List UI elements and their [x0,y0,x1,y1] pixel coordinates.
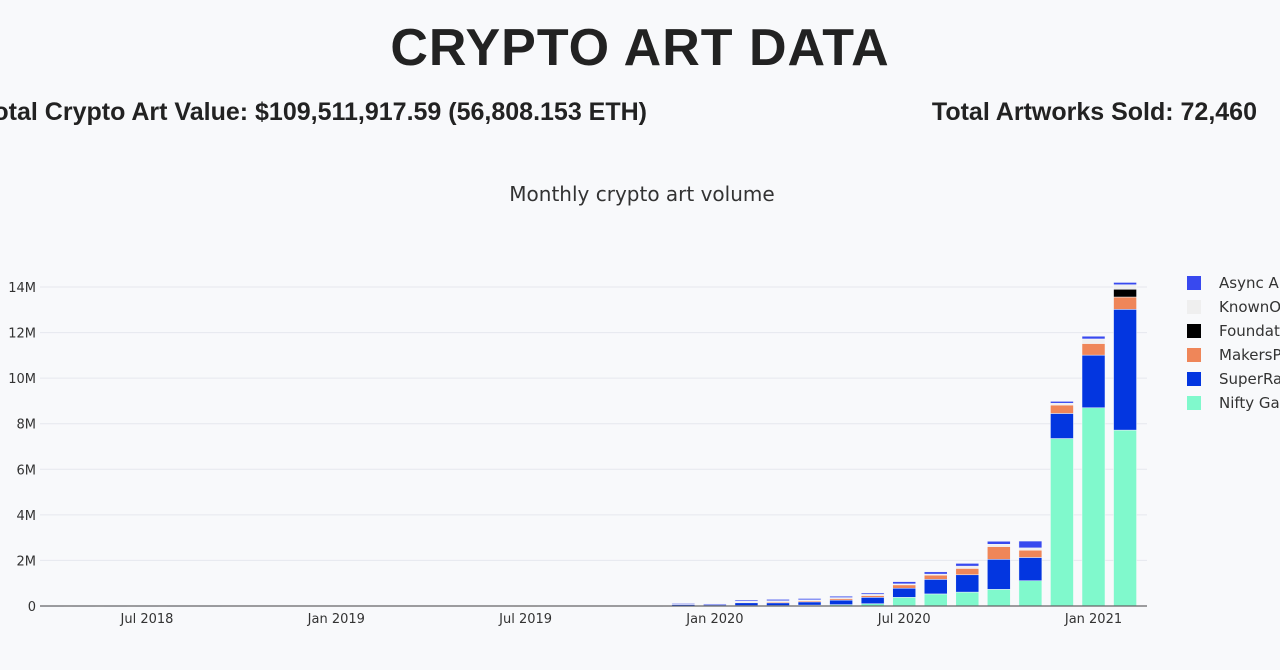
bar-segment [829,599,853,605]
bar-segment [1018,580,1043,607]
legend-swatch [1187,276,1201,290]
bar-segment [1113,284,1137,290]
bar-segment [924,574,948,580]
bar-segment [1113,429,1137,607]
legend-swatch [1187,324,1201,338]
bar-segment [924,571,948,575]
bar-segment [892,597,916,607]
x-tick-label: Jan 2021 [1064,612,1122,627]
bar-segment [734,602,759,606]
bar-segment [892,587,916,598]
bar-segment [1081,338,1106,344]
bar-segment [797,601,822,606]
bar-segment [987,541,1011,545]
bar-segment [671,603,696,605]
bar-segment [892,581,916,585]
bar-segment [1081,407,1106,607]
chart-title: Monthly crypto art volume [509,182,774,206]
y-tick-label: 6M [17,463,37,478]
legend-swatch [1187,300,1201,314]
bar-segment [892,584,916,589]
bar-segment [703,603,727,605]
y-tick-label: 14M [8,281,36,296]
bar-segment [955,563,980,567]
total-sold-stat: Total Artworks Sold: 72,460 [931,98,1257,126]
y-tick-label: 2M [17,554,37,569]
bar-segment [1081,343,1106,356]
bar-segment [797,598,822,601]
bar-segment [860,595,885,598]
bar-segment [860,592,885,595]
y-tick-label: 8M [17,418,37,433]
legend-label[interactable]: Async Art [1219,274,1280,292]
bar-segment [924,579,948,595]
bar-segment [1018,547,1043,551]
bar-segment [1113,309,1137,431]
legend-swatch [1187,372,1201,386]
bar-segment [987,589,1011,607]
bar-segment [1050,413,1074,439]
y-tick-label: 0 [28,600,36,615]
total-value-stat: Total Crypto Art Value: $109,511,917.59 … [0,98,647,126]
y-tick-label: 10M [8,372,36,387]
bar-segment [1018,557,1043,581]
bar-segment [1113,296,1137,310]
bar-segment [1050,401,1074,404]
y-tick-label: 12M [8,327,36,342]
bar-segment [860,597,885,604]
bar-segment [1018,540,1043,549]
bar-segment [955,574,980,593]
page-title: CRYPTO ART DATA [390,19,890,77]
legend-label[interactable]: KnownOrigin [1219,298,1280,316]
legend-label[interactable]: Foundation [1219,322,1280,340]
bar-segment [955,568,980,576]
bar-segment [955,565,980,569]
legend-swatch [1187,396,1201,410]
x-tick-label: Jul 2020 [877,612,931,627]
bar-segment [1050,404,1074,414]
bar-segment [1081,335,1106,340]
bar-segment [766,602,790,606]
x-tick-label: Jul 2019 [498,612,552,627]
bar-segment [1018,549,1043,558]
bar-segment [955,591,980,607]
bar-segment [987,559,1011,590]
x-tick-label: Jan 2020 [685,612,743,627]
bar-segment [1113,289,1137,298]
x-tick-label: Jan 2019 [307,612,365,627]
bar-segment [987,544,1011,547]
bar-segment [734,599,759,602]
bar-segment [766,599,790,602]
legend-swatch [1187,348,1201,362]
y-tick-label: 4M [17,509,37,524]
bar-segment [1113,282,1137,285]
bar-segment [1050,402,1074,406]
bar-segment [924,593,948,607]
legend-label[interactable]: MakersPlace [1219,346,1280,364]
legend-label[interactable]: Nifty Gateway [1219,394,1280,412]
x-tick-label: Jul 2018 [120,612,174,627]
bar-segment [1050,438,1074,607]
bar-segment [1081,354,1106,409]
bar-segment [829,595,853,598]
bar-segment [987,546,1011,560]
legend-label[interactable]: SuperRare [1219,370,1280,388]
